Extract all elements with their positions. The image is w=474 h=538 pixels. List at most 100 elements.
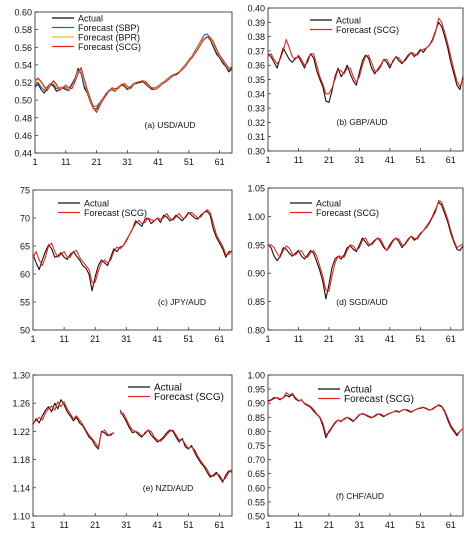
- x-tick-label: 1: [265, 155, 270, 165]
- y-tick-label: 0.85: [247, 297, 265, 307]
- plot-frame: [32, 189, 233, 331]
- y-tick-label: 1.30: [12, 371, 30, 381]
- y-tick-label: 1.22: [12, 427, 30, 437]
- plot-frame: [267, 187, 464, 331]
- y-tick-label: 0.70: [247, 455, 265, 465]
- y-tick-label: 0.65: [247, 469, 265, 479]
- x-tick-label: 21: [92, 157, 102, 167]
- panel-annotation: (c) JPY/AUD: [158, 297, 206, 307]
- y-tick-label: 0.90: [247, 399, 265, 409]
- y-tick-label: 0.37: [247, 46, 265, 56]
- series-line-forecast-scg: [267, 199, 464, 292]
- legend-label-forecast-sbp: Forecast (SBP): [78, 23, 140, 33]
- legend-label-forecast-scg: Forecast (SCG): [344, 394, 414, 405]
- y-tick-label: 1.18: [12, 455, 30, 465]
- y-tick-label: 0.31: [247, 132, 265, 142]
- y-tick-label: 0.40: [247, 4, 265, 14]
- y-tick-label: 0.39: [247, 18, 265, 28]
- y-tick-label: 0.90: [247, 269, 265, 279]
- x-tick-label: 61: [446, 520, 456, 530]
- y-tick-label: 0.95: [247, 240, 265, 250]
- x-tick-label: 11: [294, 155, 303, 165]
- y-tick-label: 1.14: [12, 483, 30, 493]
- legend-label-actual: Actual: [336, 16, 361, 26]
- series-line-actual: [32, 210, 232, 292]
- x-tick-label: 51: [184, 157, 194, 167]
- x-tick-label: 21: [324, 334, 334, 344]
- x-tick-label: 51: [415, 155, 425, 165]
- y-tick-label: 0.80: [247, 326, 265, 336]
- y-tick-label: 0.95: [247, 385, 265, 395]
- panel-annotation: (d) SGD/AUD: [336, 297, 387, 307]
- y-tick-label: 65: [20, 242, 30, 252]
- legend-label-forecast-scg: Forecast (SCG): [154, 392, 224, 403]
- chart-panel-1: 0.440.460.480.500.520.540.560.580.601 11 2…: [14, 8, 233, 167]
- legend-label-actual: Actual: [344, 385, 372, 396]
- x-tick-label: 1: [30, 520, 35, 530]
- x-tick-label: 51: [415, 520, 425, 530]
- y-tick-label: 0.35: [247, 75, 265, 85]
- x-tick-label: 61: [215, 334, 225, 344]
- series-line-forecast-scg: [267, 391, 464, 435]
- x-tick-label: 41: [385, 334, 395, 344]
- y-tick-label: 0.85: [247, 413, 265, 423]
- x-tick-label: 1: [32, 157, 37, 167]
- y-tick-label: 0.55: [247, 497, 265, 507]
- y-tick-label: 0.36: [247, 61, 265, 71]
- panel-annotation: (e) NZD/AUD: [143, 483, 194, 493]
- y-tick-label: 1.26: [12, 399, 30, 409]
- y-tick-label: 1.05: [247, 184, 265, 194]
- y-tick-label: 0.30: [247, 147, 265, 157]
- x-tick-label: 61: [215, 520, 225, 530]
- x-tick-label: 41: [385, 520, 395, 530]
- x-tick-label: 21: [90, 334, 100, 344]
- y-tick-label: 0.56: [14, 43, 32, 53]
- x-tick-label: 61: [446, 334, 456, 344]
- legend-label-forecast-scg: Forecast (SCG): [316, 208, 379, 218]
- y-tick-label: 60: [20, 270, 30, 280]
- legend-label-forecast-scg: Forecast (SCG): [84, 208, 147, 218]
- x-tick-label: 41: [153, 157, 163, 167]
- y-tick-label: 1.10: [12, 512, 30, 522]
- series-line-forecast-scg: [32, 209, 233, 283]
- panel-annotation: (b) GBP/AUD: [336, 117, 387, 127]
- x-tick-label: 11: [294, 334, 303, 344]
- chart-panel-2: 0.30 0.31 0.32 0.33 0.34 0.35 0.36 0.37 0.38 0.39…: [247, 4, 464, 165]
- legend-label-actual: Actual: [84, 199, 109, 209]
- y-tick-label: 0.80: [247, 427, 265, 437]
- x-tick-label: 41: [152, 520, 162, 530]
- y-tick-label: 0.60: [14, 8, 32, 18]
- y-tick-label: 55: [20, 298, 30, 308]
- y-tick-label: 0.52: [14, 78, 32, 88]
- x-tick-label: 61: [446, 155, 456, 165]
- x-tick-label: 1: [265, 520, 270, 530]
- y-tick-label: 0.50: [14, 96, 32, 106]
- x-tick-label: 31: [122, 157, 132, 167]
- series-line-forecast-scg: [32, 401, 233, 482]
- chart-panel-5: 1.101.141.181.221.261.301 11 21 31 41 51 61Act…: [12, 371, 233, 530]
- x-tick-label: 41: [385, 155, 395, 165]
- x-tick-label: 11: [59, 520, 68, 530]
- x-tick-label: 21: [324, 155, 334, 165]
- series-line-forecast-scg: [267, 17, 464, 95]
- legend-label-actual: Actual: [78, 14, 103, 24]
- legend-label-actual: Actual: [154, 383, 182, 394]
- x-tick-label: 21: [90, 520, 100, 530]
- y-tick-label: 0.54: [14, 60, 32, 70]
- x-tick-label: 11: [294, 520, 303, 530]
- panel-annotation: (a) USD/AUD: [144, 120, 195, 130]
- y-tick-label: 0.38: [247, 32, 265, 42]
- y-tick-label: 70: [20, 214, 30, 224]
- x-tick-label: 61: [215, 157, 225, 167]
- chart-panel-6: 0.50 0.55 0.60 0.65 0.70 0.75 0.80 0.85 0.90 0.95…: [247, 371, 464, 530]
- series-line-forecast-scg: [34, 36, 233, 114]
- x-tick-label: 1: [265, 334, 270, 344]
- x-tick-label: 51: [183, 334, 193, 344]
- legend-label-actual: Actual: [316, 199, 341, 209]
